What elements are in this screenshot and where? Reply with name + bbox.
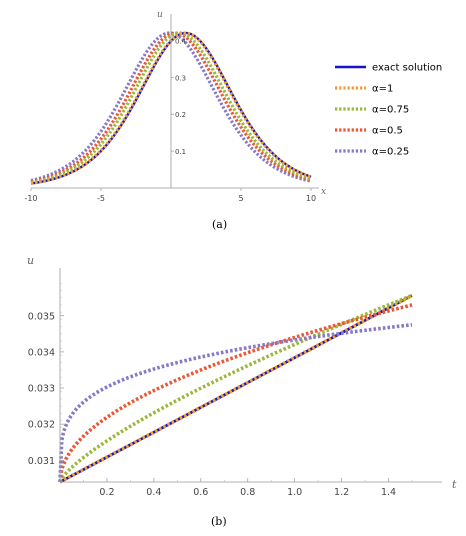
chart-a-y-tick-label: 0.2	[175, 111, 186, 119]
chart-b-x-tick-label: 1.4	[381, 487, 396, 498]
chart-b-ylabel: u	[27, 254, 34, 267]
chart-b-axes: 0.2 0.4 0.6 0.8 1.0 1.2 1.4 0.031 0.032 0.033 0.03…	[28, 268, 442, 498]
legend: exact solution α=1 α=0.75 α=0.5 α=0.25	[335, 63, 442, 158]
chart-b-y-tick-label: 0.032	[28, 420, 55, 431]
chart-a-series-line	[30, 31, 312, 185]
chart-a-x-tick-label: -10	[24, 194, 37, 203]
chart-b-xlabel: t	[452, 478, 457, 491]
chart-a-x-tick-label: 5	[238, 194, 243, 203]
chart-b-x-tick-label: 0.8	[240, 487, 255, 498]
chart-a-xlabel: x	[321, 187, 326, 197]
chart-a-caption: (a)	[212, 218, 227, 231]
chart-b-series-line	[58, 293, 413, 483]
chart-b-series-line	[58, 303, 413, 483]
legend-label: α=0.5	[372, 126, 403, 137]
chart-a-series-line	[30, 31, 312, 183]
chart-b-series-line	[59, 293, 413, 484]
chart-a: -10 -5 5 10 0.1 0.2 0.3 0.4 u x (a) exact solut…	[24, 10, 442, 231]
chart-a-ylabel: u	[157, 10, 163, 20]
chart-b-curves	[58, 293, 413, 484]
chart-a-y-tick-label: 0.1	[175, 148, 186, 156]
chart-a-x-tick-label: -5	[97, 194, 105, 203]
chart-b-y-tick-label: 0.031	[28, 456, 55, 467]
chart-a-axes: -10 -5 5 10 0.1 0.2 0.3 0.4	[24, 14, 319, 203]
legend-label: α=1	[372, 84, 393, 95]
chart-b: 0.2 0.4 0.6 0.8 1.0 1.2 1.4 0.031 0.032 0.033 0.03…	[27, 254, 457, 528]
chart-a-x-tick-label: 10	[306, 194, 316, 203]
chart-b-x-tick-label: 1.2	[334, 487, 349, 498]
chart-a-y-tick-label: 0.3	[175, 74, 186, 82]
legend-label: α=0.25	[372, 147, 409, 158]
chart-b-x-tick-label: 0.4	[146, 487, 161, 498]
chart-b-y-tick-label: 0.033	[28, 384, 55, 395]
chart-b-x-tick-label: 0.6	[193, 487, 208, 498]
chart-a-y-tick-label: 0.4	[175, 37, 187, 45]
chart-b-y-tick-label: 0.034	[28, 347, 55, 358]
chart-b-y-tick-label: 0.035	[28, 311, 55, 322]
legend-label: α=0.75	[372, 105, 409, 116]
chart-b-x-tick-label: 1.0	[287, 487, 302, 498]
chart-a-series-line	[30, 31, 312, 184]
legend-label: exact solution	[372, 63, 442, 74]
chart-b-x-tick-label: 0.2	[99, 487, 114, 498]
chart-b-series-line	[58, 323, 413, 483]
chart-b-caption: (b)	[211, 515, 227, 528]
